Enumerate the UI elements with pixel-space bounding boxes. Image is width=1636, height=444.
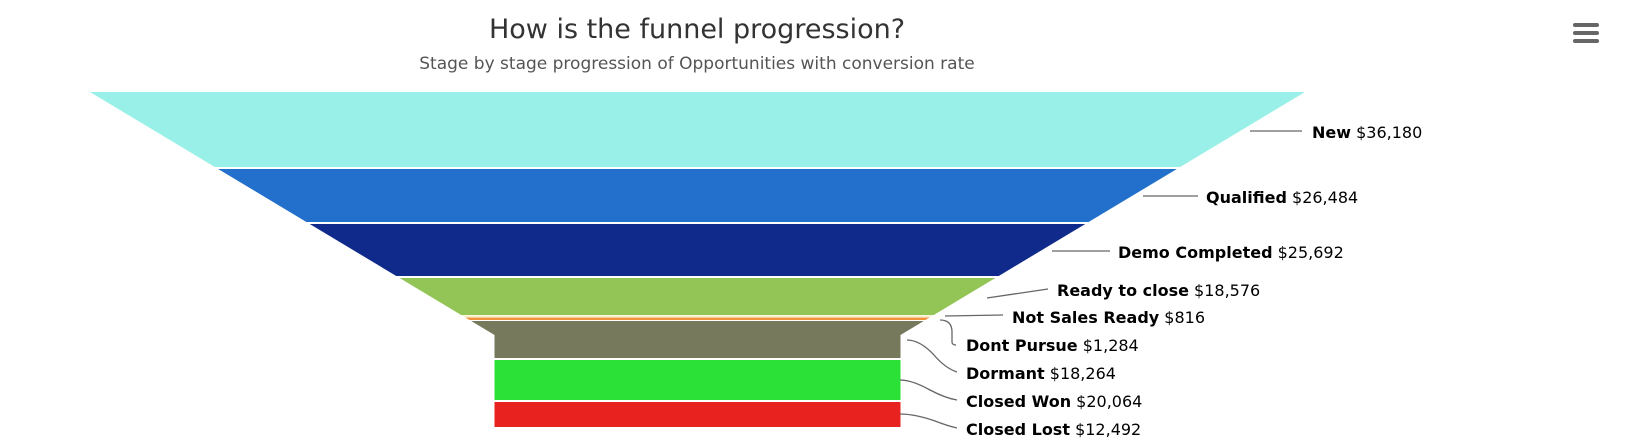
funnel-segment-qualified[interactable]	[218, 169, 1177, 222]
label-connectors	[899, 130, 1302, 429]
data-label-value: $1,284	[1078, 336, 1139, 355]
funnel-segment-new[interactable]	[90, 92, 1305, 167]
data-label: Closed Lost $12,492	[966, 420, 1141, 439]
data-label-name: Not Sales Ready	[1012, 308, 1160, 327]
funnel-segment-ready-to-close[interactable]	[399, 278, 996, 315]
connector-line	[939, 319, 957, 346]
data-label-value: $26,484	[1287, 188, 1358, 207]
data-label: Not Sales Ready $816	[1012, 308, 1205, 327]
data-label-name: Qualified	[1206, 188, 1287, 207]
funnel-segment-dormant[interactable]	[471, 321, 924, 358]
data-label-value: $36,180	[1351, 123, 1422, 142]
data-label-name: Ready to close	[1057, 281, 1189, 300]
data-labels: New $36,180 Qualified $26,484 Demo Complet…	[966, 123, 1422, 439]
connector-line	[906, 339, 958, 373]
hamburger-menu-icon-bar	[1573, 31, 1599, 35]
data-label-value: $18,576	[1189, 281, 1260, 300]
funnel-segment-not-sales-ready[interactable]	[462, 315, 933, 318]
funnel-segment-closed-lost[interactable]	[494, 402, 901, 427]
data-label-name: Dormant	[966, 364, 1045, 383]
hamburger-menu-icon-bar	[1573, 39, 1599, 43]
chart-title: How is the funnel progression?	[489, 14, 905, 45]
funnel-segment-demo-completed[interactable]	[309, 224, 1086, 276]
data-label-name: Closed Lost	[966, 420, 1070, 439]
data-label: Closed Won $20,064	[966, 392, 1142, 411]
hamburger-menu-icon	[1573, 23, 1599, 27]
data-label-value: $25,692	[1273, 243, 1344, 262]
data-label: Dormant $18,264	[966, 364, 1116, 383]
data-label-value: $12,492	[1070, 420, 1141, 439]
data-label-value: $816	[1159, 308, 1205, 327]
funnel-segments	[90, 92, 1305, 427]
data-label-name: Demo Completed	[1118, 243, 1273, 262]
connector-line	[899, 379, 958, 401]
data-label: Dont Pursue $1,284	[966, 336, 1139, 355]
data-label: Ready to close $18,576	[1057, 281, 1260, 300]
data-label: Demo Completed $25,692	[1118, 243, 1344, 262]
data-label-value: $20,064	[1071, 392, 1142, 411]
connector-line	[986, 288, 1049, 299]
chart-subtitle: Stage by stage progression of Opportunit…	[419, 54, 974, 74]
hamburger-menu-button[interactable]	[1570, 18, 1602, 48]
data-label: Qualified $26,484	[1206, 188, 1358, 207]
data-label-name: Dont Pursue	[966, 336, 1078, 355]
data-label-name: New	[1312, 123, 1351, 142]
funnel-segment-dont-pursue[interactable]	[465, 317, 930, 321]
data-label-name: Closed Won	[966, 392, 1071, 411]
data-label: New $36,180	[1312, 123, 1422, 142]
data-label-value: $18,264	[1045, 364, 1116, 383]
connector-line	[944, 314, 1004, 317]
funnel-segment-closed-won[interactable]	[494, 360, 901, 400]
connector-line	[899, 413, 958, 429]
